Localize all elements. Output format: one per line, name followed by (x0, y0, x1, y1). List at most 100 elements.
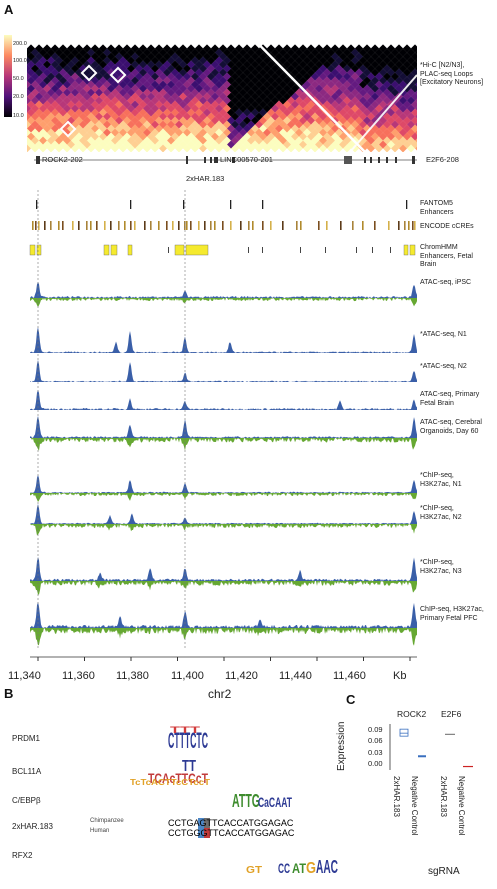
signal-positive (30, 602, 417, 628)
logo-prdm1: CTTTCTC TTT (168, 725, 208, 753)
gene-e2f6: E2F6-208 (426, 155, 459, 164)
track-label-fantom5: FANTOM5 Enhancers (420, 200, 454, 216)
svg-text:ATTG: ATTG (232, 791, 260, 811)
axis-tick: 11,420 (225, 670, 258, 682)
motif-label-har: 2xHAR.183 (12, 822, 53, 831)
signal-positive (30, 327, 417, 353)
signal-negative (30, 581, 417, 595)
axis-tick: 11,460 (333, 670, 366, 682)
track-label-encode: ENCODE cCREs (420, 223, 474, 230)
cond-e2f6-neg: Negative Control (457, 776, 466, 836)
ytick: 0.09 (368, 725, 383, 734)
svg-text:AAC: AAC (316, 857, 338, 877)
signal-positive (30, 390, 417, 410)
colorbar-tick: 20.0 (13, 94, 24, 100)
signal-positive (30, 504, 417, 524)
ytick: 0.03 (368, 748, 383, 757)
chromhmm-track (29, 244, 416, 256)
group-rock2: ROCK2 (397, 709, 427, 719)
panel-letter-b: B (4, 686, 14, 701)
cond-e2f6-har: 2xHAR.183 (439, 776, 448, 817)
track-label-chromhmm: ChromHMM Enhancers, Fetal Brain (420, 244, 473, 268)
expression-plot (389, 724, 473, 770)
mark-rock2-neg (418, 755, 426, 758)
axis-unit: Kb (393, 670, 407, 682)
colorbar-tick: 200.0 (13, 41, 27, 47)
svg-text:TcTcACTTcCTccT: TcTcACTTcCTccT (130, 778, 210, 787)
svg-text:CaCAAT: CaCAAT (258, 794, 292, 810)
axis-tick: 11,380 (116, 670, 149, 682)
colorbar-tick: 10.0 (13, 113, 24, 119)
seq-chimp: CCTGAGTTCACCATGGAGAC (168, 818, 294, 828)
signal-negative (30, 628, 417, 646)
group-e2f6: E2F6 (441, 709, 462, 719)
box-rock2-har (399, 728, 409, 737)
colorbar-tick: 50.0 (13, 76, 24, 82)
track-label-atac-ipsc: ATAC-seq, iPSC (420, 279, 472, 286)
svg-text:GT: GT (246, 865, 262, 876)
ytick: 0.06 (368, 736, 383, 745)
motif-logos: CTTTCTC TTT TCAcTTCcT TT TcTcACTTcCTccT … (130, 725, 338, 877)
axis-tick: 11,400 (171, 670, 204, 682)
species-chimpanzee: Chimpanzee (90, 818, 124, 824)
svg-text:TCAcTTCcT: TCAcTTCcT (148, 770, 208, 786)
svg-text:CC: CC (278, 860, 290, 876)
har-label: 2xHAR.183 (186, 174, 225, 183)
motif-label-cebpb: C/EBPβ (12, 796, 41, 805)
track-label-chip-n3: *ChIP-seq, H3K27ac, N3 (420, 559, 462, 575)
track-label-chip-n1: *ChIP-seq, H3K27ac, N1 (420, 472, 462, 488)
svg-text:G: G (306, 860, 316, 877)
genomic-axis (30, 656, 417, 661)
track-label-chip-n2: *ChIP-seq, H3K27ac, N2 (420, 505, 462, 521)
encode-track (32, 221, 416, 230)
ytick: 0.00 (368, 759, 383, 768)
gene-rock2: ROCK2-202 (42, 155, 83, 164)
signal-negative (30, 493, 417, 502)
track-label-atac-fetal: ATAC-seq, Primary Fetal Brain (420, 391, 480, 407)
axis-tick: 11,440 (279, 670, 312, 682)
signal-negative (30, 298, 417, 307)
signal-positive (30, 557, 417, 581)
axis-tick: 11,360 (62, 670, 95, 682)
signal-positive (30, 416, 417, 438)
logo-bcl11a: TCAcTTCcT TT TcTcACTTcCTccT (130, 758, 210, 787)
fantom5-track (36, 200, 408, 209)
svg-text:TT: TT (182, 758, 196, 775)
signal-positive (30, 360, 417, 382)
hic-label: *Hi-C [N2/N3], PLAC-seq Loops [Excitator… (420, 62, 484, 86)
signal-positive (30, 475, 417, 493)
expression-xlabel: sgRNA (428, 866, 460, 877)
seq-human: CCTGGGTTCACCATGGAGAC (168, 828, 295, 838)
gene-track (34, 156, 417, 164)
panel-letter-a: A (4, 2, 14, 17)
motif-label-rfx2: RFX2 (12, 851, 33, 860)
track-label-chip-fetal-pfc: ChIP-seq, H3K27ac, Primary Fetal PFC (420, 606, 484, 622)
axis-chrom: chr2 (208, 687, 232, 701)
track-label-atac-n2: *ATAC-seq, N2 (420, 363, 467, 370)
track-label-atac-organoid: ATAC-seq, Cerebral Organoids, Day 60 (420, 419, 482, 435)
loop-marker (80, 64, 98, 82)
har-sequence: CCTGAGTTCACCATGGAGAC CCTGGGTTCACCATGGAGA… (168, 818, 295, 838)
svg-text:AT: AT (292, 860, 306, 876)
axis-tick: 11,340 (8, 670, 41, 682)
svg-text:TTT: TTT (170, 725, 201, 735)
species-human: Human (90, 828, 110, 834)
cond-rock2-har: 2xHAR.183 (392, 776, 401, 817)
loop-marker (59, 120, 77, 138)
track-label-atac-n1: *ATAC-seq, N1 (420, 331, 467, 338)
motif-label-prdm1: PRDM1 (12, 734, 41, 743)
loop-marker (109, 66, 127, 84)
svg-text:CTTTCTC: CTTTCTC (168, 728, 208, 753)
expression-ylabel: Expression (336, 721, 347, 771)
hic-heatmap (4, 3, 417, 152)
signal-positive (30, 282, 417, 298)
logo-rfx2: GT CC AT G AAC (246, 857, 338, 877)
logo-cebpb: ATTG CaCAAT (232, 791, 292, 811)
cond-rock2-neg: Negative Control (410, 776, 419, 836)
signal-tracks (29, 190, 417, 650)
signal-negative (30, 438, 417, 451)
signal-negative (30, 524, 417, 536)
panel-letter-c: C (346, 692, 356, 707)
gene-linc00570: LINC00570-201 (220, 155, 273, 164)
colorbar-tick: 100.0 (13, 58, 27, 64)
